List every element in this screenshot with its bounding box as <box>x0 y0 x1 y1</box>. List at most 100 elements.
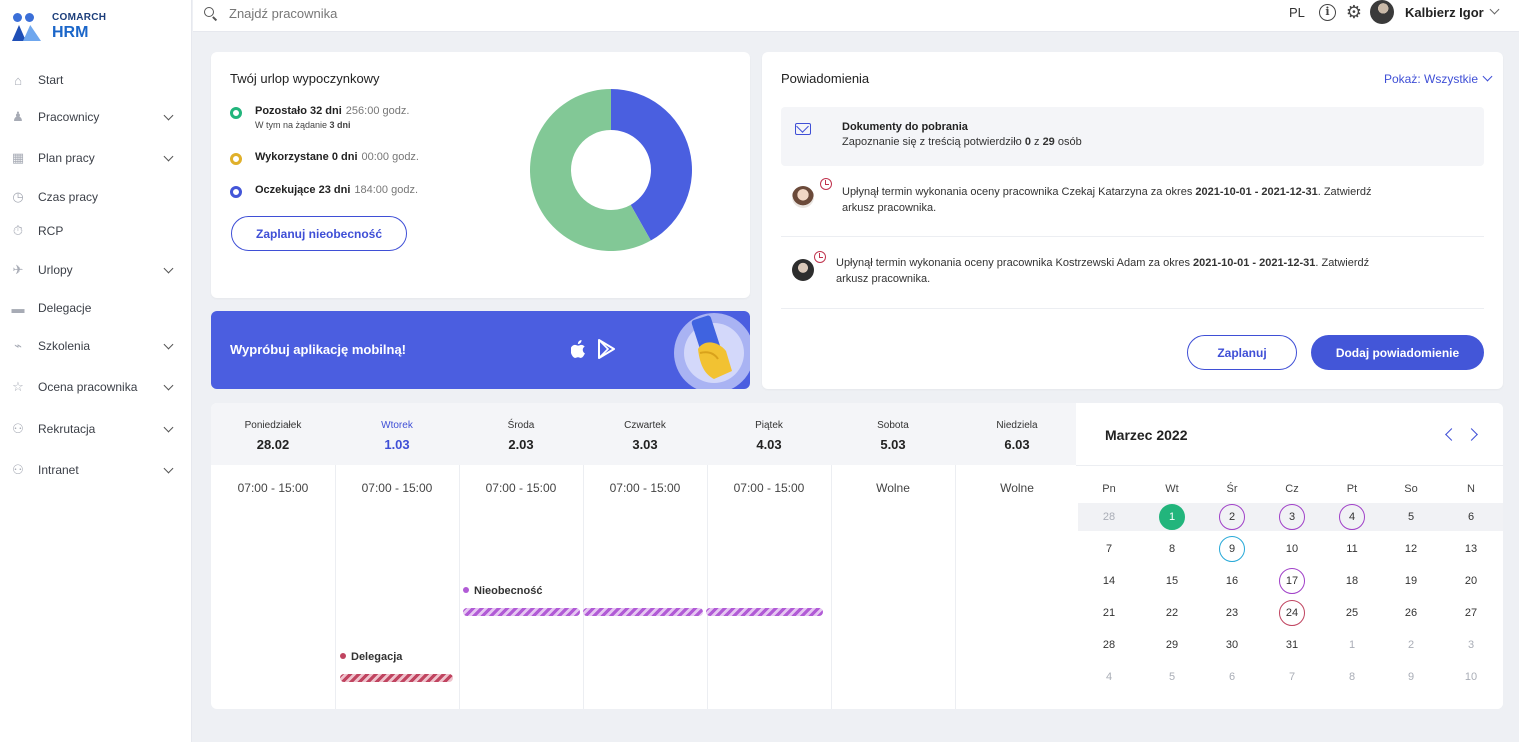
calendar-day[interactable]: 23 <box>1225 607 1239 619</box>
search-input[interactable] <box>229 3 629 23</box>
chevron-down-icon[interactable] <box>163 464 175 476</box>
day-column: Niedziela 6.03 Wolne <box>955 403 1079 709</box>
calendar-day[interactable]: 14 <box>1102 575 1116 587</box>
plan-absence-button[interactable]: Zaplanuj nieobecność <box>231 216 407 251</box>
chevron-down-icon[interactable] <box>163 381 175 393</box>
day-hours[interactable]: 07:00 - 15:00 <box>361 481 433 495</box>
calendar-day[interactable]: 27 <box>1464 607 1478 619</box>
apple-icon[interactable] <box>571 340 586 358</box>
sidebar-item-szkolenia[interactable]: ⌁ Szkolenia <box>0 332 192 360</box>
calendar-day[interactable]: 6 <box>1228 671 1236 683</box>
calendar-day[interactable]: 2 <box>1219 504 1245 530</box>
sidebar: COMARCH HRM ⌂ Start ♟ Pracownicy ▦ Plan pracy… <box>0 0 192 742</box>
chevron-down-icon[interactable] <box>163 152 175 164</box>
calendar-day[interactable]: 25 <box>1345 607 1359 619</box>
day-hours[interactable]: Wolne <box>1000 481 1034 495</box>
chevron-down-icon[interactable] <box>163 111 175 123</box>
calendar-day[interactable]: 19 <box>1404 575 1418 587</box>
day-name: Niedziela <box>996 420 1038 431</box>
delegation-event-label[interactable]: Delegacja <box>340 651 402 663</box>
calendar-day[interactable]: 28 <box>1102 511 1116 523</box>
sidebar-item-czas-pracy[interactable]: ◷ Czas pracy <box>0 183 192 211</box>
calendar-day[interactable]: 8 <box>1168 543 1176 555</box>
calendar-day[interactable]: 9 <box>1219 536 1245 562</box>
absence-bar[interactable] <box>463 608 580 616</box>
gear-icon[interactable]: ⚙ <box>1345 2 1363 22</box>
calendar-day[interactable]: 3 <box>1467 639 1475 651</box>
chevron-left-icon[interactable] <box>1443 428 1457 442</box>
sidebar-item-rekrutacja[interactable]: ⚇ Rekrutacja <box>0 415 192 443</box>
sidebar-item-ocena-pracownika[interactable]: ☆ Ocena pracownika <box>0 373 192 401</box>
calendar-day[interactable]: 10 <box>1285 543 1299 555</box>
calendar-day[interactable]: 18 <box>1345 575 1359 587</box>
day-column: Poniedziałek 28.02 07:00 - 15:00 <box>211 403 335 709</box>
comarch-hrm-logo[interactable]: COMARCH HRM <box>12 12 106 42</box>
google-play-icon[interactable] <box>597 339 617 359</box>
day-hours[interactable]: 07:00 - 15:00 <box>733 481 805 495</box>
calendar-day[interactable]: 9 <box>1407 671 1415 683</box>
notifications-filter[interactable]: Pokaż: Wszystkie <box>1384 71 1493 86</box>
calendar-day[interactable]: 15 <box>1165 575 1179 587</box>
calendar-day[interactable]: 30 <box>1225 639 1239 651</box>
sidebar-item-intranet[interactable]: ⚇ Intranet <box>0 456 192 484</box>
calendar-day[interactable]: 1 <box>1348 639 1356 651</box>
logo-icon <box>12 12 42 42</box>
calendar-day[interactable]: 1 <box>1159 504 1185 530</box>
delegation-bar[interactable] <box>340 674 453 682</box>
notification-text: Upłynął termin wykonania oceny pracownik… <box>836 257 1370 285</box>
language-switcher[interactable]: PL <box>1289 5 1305 20</box>
calendar-day[interactable]: 7 <box>1288 671 1296 683</box>
calendar-day[interactable]: 4 <box>1105 671 1113 683</box>
sidebar-item-start[interactable]: ⌂ Start <box>0 66 192 94</box>
calendar-day[interactable]: 2 <box>1407 639 1415 651</box>
calendar-day[interactable]: 5 <box>1168 671 1176 683</box>
chevron-down-icon[interactable] <box>1490 6 1500 16</box>
calendar-day[interactable]: 26 <box>1404 607 1418 619</box>
user-name[interactable]: Kalbierz Igor <box>1405 5 1484 20</box>
day-hours[interactable]: 07:00 - 15:00 <box>609 481 681 495</box>
calendar-day[interactable]: 7 <box>1105 543 1113 555</box>
calendar-day[interactable]: 4 <box>1339 504 1365 530</box>
calendar-day[interactable]: 17 <box>1279 568 1305 594</box>
avatar[interactable] <box>1370 0 1394 24</box>
calendar-day[interactable]: 16 <box>1225 575 1239 587</box>
documents-notification[interactable]: Dokumenty do pobrania Zapoznanie się z t… <box>781 107 1484 166</box>
calendar-day[interactable]: 12 <box>1404 543 1418 555</box>
day-hours[interactable]: 07:00 - 15:00 <box>485 481 557 495</box>
calendar-day[interactable]: 24 <box>1279 600 1305 626</box>
day-hours[interactable]: Wolne <box>876 481 910 495</box>
sidebar-item-rcp[interactable]: ⏱ RCP <box>0 217 192 245</box>
calendar-day[interactable]: 11 <box>1346 543 1358 555</box>
calendar-day[interactable]: 13 <box>1464 543 1478 555</box>
absence-bar[interactable] <box>583 608 703 616</box>
chevron-down-icon[interactable] <box>163 423 175 435</box>
calendar-day[interactable]: 5 <box>1407 511 1415 523</box>
absence-bar[interactable] <box>706 608 823 616</box>
sidebar-item-delegacje[interactable]: ▬ Delegacje <box>0 294 192 322</box>
absence-event-label[interactable]: Nieobecność <box>463 585 542 597</box>
sidebar-item-plan-pracy[interactable]: ▦ Plan pracy <box>0 144 192 172</box>
calendar-day[interactable]: 3 <box>1279 504 1305 530</box>
sidebar-item-urlopy[interactable]: ✈ Urlopy <box>0 256 192 284</box>
calendar-day[interactable]: 10 <box>1464 671 1478 683</box>
chevron-down-icon[interactable] <box>163 264 175 276</box>
add-notification-button[interactable]: Dodaj powiadomienie <box>1311 335 1484 370</box>
notification-item[interactable]: Upłynął termin wykonania oceny pracownik… <box>781 237 1484 309</box>
calendar-day[interactable]: 8 <box>1348 671 1356 683</box>
donut-pending-slice <box>611 89 692 241</box>
mobile-app-banner[interactable]: Wypróbuj aplikację mobilną! <box>211 311 750 389</box>
chevron-right-icon[interactable] <box>1467 428 1481 442</box>
notification-item[interactable]: Upłynął termin wykonania oceny pracownik… <box>781 167 1484 237</box>
calendar-day[interactable]: 20 <box>1464 575 1478 587</box>
calendar-day[interactable]: 6 <box>1467 511 1475 523</box>
calendar-day[interactable]: 21 <box>1102 607 1116 619</box>
calendar-day[interactable]: 28 <box>1102 639 1116 651</box>
calendar-day[interactable]: 31 <box>1285 639 1299 651</box>
day-hours[interactable]: 07:00 - 15:00 <box>237 481 309 495</box>
sidebar-item-pracownicy[interactable]: ♟ Pracownicy <box>0 103 192 131</box>
calendar-day[interactable]: 29 <box>1165 639 1179 651</box>
info-icon[interactable]: i <box>1319 4 1336 21</box>
schedule-button[interactable]: Zaplanuj <box>1187 335 1297 370</box>
calendar-day[interactable]: 22 <box>1165 607 1179 619</box>
chevron-down-icon[interactable] <box>163 340 175 352</box>
